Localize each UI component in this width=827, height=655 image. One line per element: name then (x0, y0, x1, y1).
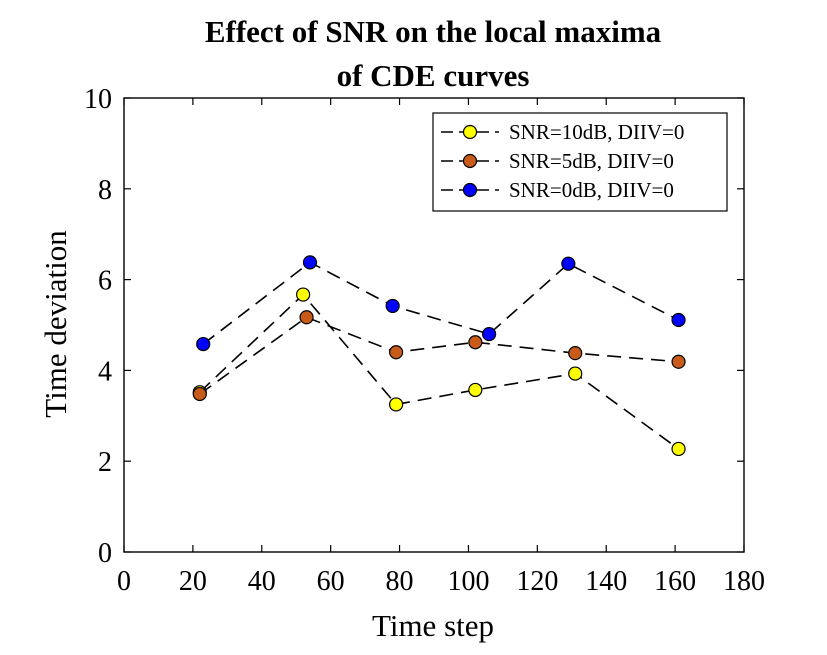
legend-marker (462, 124, 478, 140)
x-tick-label: 60 (317, 566, 345, 597)
data-point (561, 256, 576, 271)
series-line (202, 261, 679, 345)
chart-title-line-2: of CDE curves (337, 58, 530, 93)
data-point (192, 386, 207, 402)
x-tick-label: 80 (386, 566, 414, 597)
y-tick-label: 8 (98, 175, 112, 206)
legend-label: SNR=0dB, DIIV=0 (509, 178, 674, 202)
data-point (389, 345, 404, 360)
data-point (299, 310, 314, 325)
data-point (468, 382, 483, 398)
x-tick-label: 20 (179, 566, 207, 597)
legend-box (432, 112, 728, 212)
legend: SNR=10dB, DIIV=0 SNR=5dB, DIIV=0 SNR=0dB, … (432, 112, 728, 212)
legend-marker (462, 153, 478, 169)
data-point (385, 298, 400, 314)
y-tick-label: 2 (98, 447, 112, 478)
legend-marker (462, 182, 478, 198)
chart-title-line-1: Effect of SNR on the local maxima (205, 14, 662, 49)
x-tick-label: 0 (117, 566, 131, 597)
series-3 (196, 255, 686, 352)
y-axis-label: Time deviation (38, 230, 73, 418)
data-point (568, 346, 583, 361)
data-point (296, 287, 311, 302)
x-tick-label: 120 (516, 566, 558, 597)
legend-label: SNR=10dB, DIIV=0 (509, 120, 684, 144)
data-point (468, 335, 483, 350)
data-point (389, 397, 404, 412)
series-line (199, 293, 680, 450)
y-tick-label: 4 (98, 356, 112, 387)
axes: 0 20 40 60 80 100 120 140 160 180 0 2 4 6 8 10 (84, 84, 765, 597)
series-1 (192, 287, 686, 457)
x-tick-label: 100 (447, 566, 489, 597)
x-tick-label: 40 (248, 566, 276, 597)
data-point (671, 441, 686, 457)
data-point (302, 255, 318, 270)
legend-label: SNR=5dB, DIIV=0 (509, 149, 674, 173)
x-tick-label: 140 (585, 566, 627, 597)
series-line (199, 316, 679, 395)
x-tick-label: 180 (723, 566, 765, 597)
y-tick-label: 6 (98, 266, 112, 297)
data-point (671, 312, 686, 328)
data-point (196, 336, 211, 352)
data-point (568, 366, 583, 381)
plot-frame (123, 97, 745, 553)
y-tick-label: 10 (84, 84, 112, 115)
data-point (482, 326, 497, 342)
y-tick-label: 0 (98, 538, 112, 569)
data-point (671, 354, 686, 369)
x-tick-label: 160 (654, 566, 696, 597)
series-2 (192, 310, 686, 402)
plot-area (192, 255, 686, 457)
x-axis-label: Time step (372, 608, 494, 643)
